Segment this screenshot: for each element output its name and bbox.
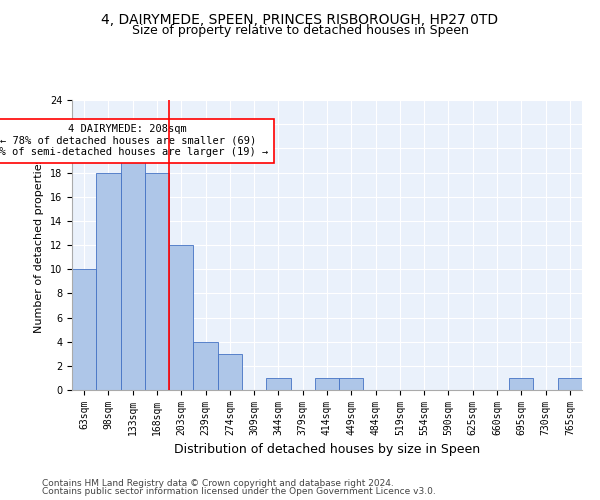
Y-axis label: Number of detached properties: Number of detached properties bbox=[34, 158, 44, 332]
Bar bbox=[145, 172, 169, 390]
Bar bbox=[558, 378, 582, 390]
X-axis label: Distribution of detached houses by size in Speen: Distribution of detached houses by size … bbox=[174, 444, 480, 456]
Text: Contains public sector information licensed under the Open Government Licence v3: Contains public sector information licen… bbox=[42, 487, 436, 496]
Bar bbox=[169, 245, 193, 390]
Text: Size of property relative to detached houses in Speen: Size of property relative to detached ho… bbox=[131, 24, 469, 37]
Text: 4, DAIRYMEDE, SPEEN, PRINCES RISBOROUGH, HP27 0TD: 4, DAIRYMEDE, SPEEN, PRINCES RISBOROUGH,… bbox=[101, 12, 499, 26]
Bar bbox=[96, 172, 121, 390]
Bar bbox=[339, 378, 364, 390]
Bar bbox=[315, 378, 339, 390]
Text: 4 DAIRYMEDE: 208sqm
← 78% of detached houses are smaller (69)
22% of semi-detach: 4 DAIRYMEDE: 208sqm ← 78% of detached ho… bbox=[0, 124, 268, 158]
Bar bbox=[72, 269, 96, 390]
Text: Contains HM Land Registry data © Crown copyright and database right 2024.: Contains HM Land Registry data © Crown c… bbox=[42, 478, 394, 488]
Bar bbox=[509, 378, 533, 390]
Bar bbox=[218, 354, 242, 390]
Bar bbox=[193, 342, 218, 390]
Bar bbox=[121, 148, 145, 390]
Bar bbox=[266, 378, 290, 390]
